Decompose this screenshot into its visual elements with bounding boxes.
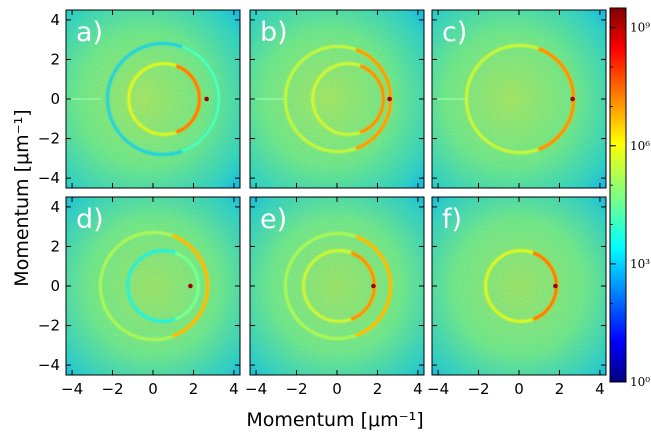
panel-label: d) <box>76 204 104 235</box>
y-tick-label: −2 <box>38 317 60 335</box>
x-tick-label: 4 <box>413 380 423 398</box>
x-tick-label: 2 <box>189 380 199 398</box>
colorbar-gradient <box>610 8 626 382</box>
colorbar-tick-label: 10⁹ <box>630 21 650 35</box>
x-tick-label: −4 <box>245 380 267 398</box>
panel-a: a) <box>66 10 240 188</box>
x-tick-label: −4 <box>427 380 449 398</box>
panel-e: e) <box>250 197 424 375</box>
x-tick-label: 0 <box>332 380 342 398</box>
condensate-dot <box>371 284 376 289</box>
colorbar-tick-label: 10³ <box>630 257 650 271</box>
x-tick-label: 2 <box>373 380 383 398</box>
colorbar: 10⁰ 10³ 10⁶ 10⁹ <box>610 8 650 389</box>
y-tick-label: 0 <box>50 277 60 295</box>
panel-f: f) <box>432 197 606 375</box>
colorbar-tick-label: 10⁶ <box>630 139 650 153</box>
x-tick-label: 0 <box>148 380 158 398</box>
panel-b: b) <box>250 10 424 188</box>
y-tick-label: −4 <box>38 169 60 187</box>
y-tick-label: 0 <box>50 90 60 108</box>
x-tick-label: −4 <box>61 380 83 398</box>
condensate-dot <box>570 97 575 102</box>
panel-c: c) <box>432 10 606 188</box>
panel-label: e) <box>260 204 287 235</box>
y-tick-label: 4 <box>50 11 60 29</box>
y-tick-label: −2 <box>38 130 60 148</box>
panels-layer: a) b) c) d) e) f) <box>66 10 606 375</box>
panel-d: d) <box>66 197 240 375</box>
x-tick-label: −2 <box>285 380 307 398</box>
y-tick-label: 2 <box>50 237 60 255</box>
x-tick-label: 4 <box>595 380 605 398</box>
x-tick-label: 4 <box>229 380 239 398</box>
x-tick-label: 0 <box>514 380 524 398</box>
colorbar-tick-label: 10⁰ <box>630 375 650 389</box>
panel-label: f) <box>442 204 462 235</box>
condensate-dot <box>387 97 392 102</box>
panel-label: a) <box>76 17 103 48</box>
x-tick-label: −2 <box>101 380 123 398</box>
condensate-dot <box>553 284 558 289</box>
condensate-dot <box>204 97 209 102</box>
y-tick-label: 4 <box>50 198 60 216</box>
y-axis-title: Momentum [μm⁻¹] <box>11 109 33 286</box>
panel-label: b) <box>260 17 288 48</box>
y-tick-label: 2 <box>50 50 60 68</box>
panel-label: c) <box>442 17 467 48</box>
x-tick-label: 2 <box>555 380 565 398</box>
condensate-dot <box>188 284 193 289</box>
x-tick-label: −2 <box>467 380 489 398</box>
x-axis-title: Momentum [μm⁻¹] <box>246 409 423 431</box>
y-tick-label: −4 <box>38 356 60 374</box>
